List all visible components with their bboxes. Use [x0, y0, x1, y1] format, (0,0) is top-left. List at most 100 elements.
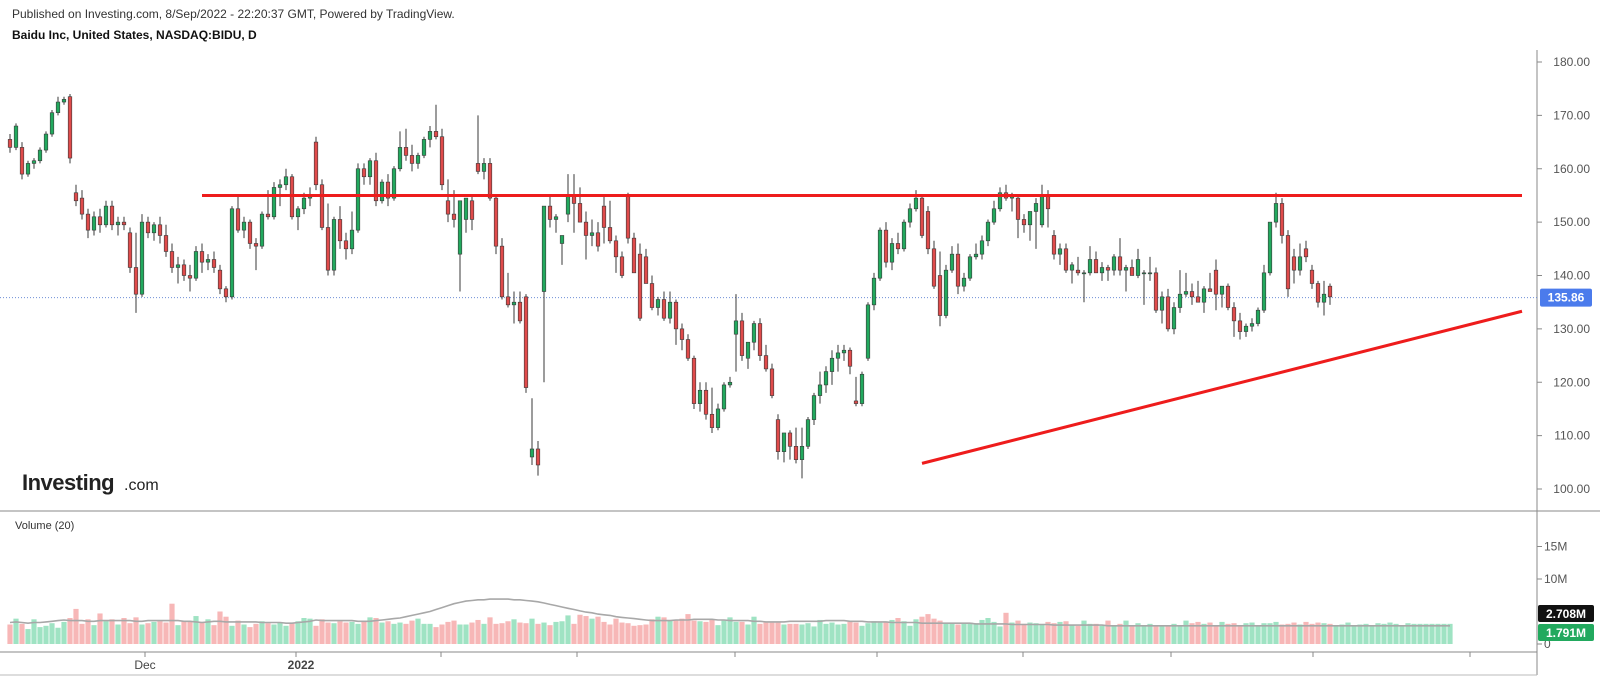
candle-body-up	[907, 208, 913, 223]
candle	[1279, 198, 1285, 244]
candle-body-down	[487, 163, 493, 199]
candle-body-down	[163, 235, 169, 252]
volume-bar	[475, 619, 481, 644]
candle-body-down	[121, 221, 127, 226]
volume-bar	[1327, 623, 1333, 644]
candle-body-up	[1123, 267, 1129, 271]
candle	[163, 224, 169, 257]
candle	[145, 216, 151, 239]
candle	[169, 243, 175, 273]
candle-body-up	[1183, 291, 1189, 295]
volume-bar	[415, 618, 421, 644]
candle	[661, 291, 667, 321]
last-price-badge: 135.86	[1540, 288, 1592, 307]
candle-body-down	[493, 197, 499, 247]
support-trendline[interactable]	[921, 309, 1523, 465]
volume-bar	[595, 616, 601, 644]
candle	[67, 94, 73, 164]
candle-body-up	[823, 371, 829, 386]
volume-bar	[847, 621, 853, 644]
candle-body-down	[685, 339, 691, 359]
candle-body-up	[1219, 285, 1225, 295]
candle-body-down	[1309, 269, 1315, 284]
candle-body-down	[661, 299, 667, 319]
candle	[1057, 243, 1063, 265]
volume-bar	[889, 619, 895, 644]
volume-bar	[13, 618, 19, 644]
candle	[829, 350, 835, 385]
candle	[457, 200, 463, 292]
candle-body-down	[769, 368, 775, 396]
candle-body-down	[1117, 256, 1123, 271]
candle	[415, 152, 421, 169]
candle-body-up	[427, 131, 433, 140]
candle-body-up	[751, 323, 757, 343]
candle	[1255, 307, 1261, 327]
candle-body-up	[205, 259, 211, 263]
candle	[841, 344, 847, 361]
volume-bar	[157, 621, 163, 644]
candle-body-up	[229, 208, 235, 298]
candle	[805, 416, 811, 449]
volume-bar	[1033, 623, 1039, 644]
volume-bar	[115, 624, 121, 644]
candle-body-up	[667, 301, 673, 319]
candle-body-down	[739, 320, 745, 356]
candle-body-up	[1261, 272, 1267, 311]
candle-body-down	[325, 227, 331, 271]
candle	[793, 427, 799, 464]
volume-bar	[1207, 622, 1213, 644]
volume-bar	[1345, 622, 1351, 644]
candle	[1003, 184, 1009, 201]
volume-bar	[139, 624, 145, 644]
candle	[685, 334, 691, 361]
candle	[991, 200, 997, 225]
candle	[427, 126, 433, 148]
volume-bar	[589, 618, 595, 644]
candle-body-up	[331, 219, 337, 271]
volume-bar	[1165, 625, 1171, 644]
volume-bar	[1129, 625, 1135, 644]
candle	[1273, 192, 1279, 228]
candle-body-up	[379, 181, 385, 202]
candle-body-down	[211, 259, 217, 268]
volume-bar	[1321, 623, 1327, 644]
candle-body-up	[979, 240, 985, 255]
candle-body-down	[199, 251, 205, 263]
candle-body-up	[865, 304, 871, 359]
volume-bar	[541, 622, 547, 644]
candle-body-down	[607, 227, 613, 242]
candle-body-down	[919, 197, 925, 236]
volume-bar	[463, 624, 469, 644]
candle-body-up	[481, 163, 487, 172]
candle-body-down	[703, 389, 709, 415]
candle-body-down	[1285, 235, 1291, 290]
candle	[247, 219, 253, 249]
volume-bar	[277, 622, 283, 644]
candle	[43, 131, 49, 153]
candle-body-up	[241, 221, 247, 231]
volume-bar	[1015, 620, 1021, 644]
candle-body-up	[1135, 259, 1141, 276]
candle	[1201, 286, 1207, 313]
candle-body-down	[109, 205, 115, 226]
volume-bar	[685, 614, 691, 644]
candle	[733, 294, 739, 372]
candle	[553, 214, 559, 233]
volume-bar	[1429, 623, 1435, 644]
volume-bar	[1297, 624, 1303, 644]
candle-body-up	[391, 168, 397, 199]
candle	[277, 179, 283, 207]
candle	[133, 232, 139, 313]
volume-bar	[1261, 623, 1267, 644]
candle	[1321, 280, 1327, 316]
volume-bar	[877, 622, 883, 644]
volume-bar	[727, 617, 733, 644]
candle	[1105, 264, 1111, 281]
candle	[19, 142, 25, 180]
candle	[49, 110, 55, 137]
candle-body-up	[55, 101, 61, 114]
candle	[13, 123, 19, 151]
volume-bars	[7, 603, 1453, 644]
